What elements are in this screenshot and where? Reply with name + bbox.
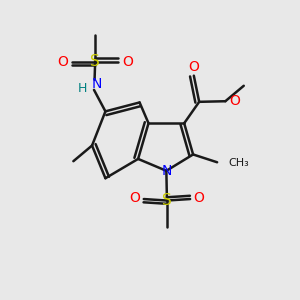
Text: S: S [90,54,100,69]
Text: O: O [194,191,205,206]
Text: N: N [91,77,101,92]
Text: O: O [58,55,68,69]
Text: H: H [78,82,87,95]
Text: O: O [129,191,140,206]
Text: O: O [122,55,133,69]
Text: CH₃: CH₃ [228,158,249,168]
Text: N: N [161,164,172,178]
Text: O: O [188,60,199,74]
Text: O: O [229,94,240,108]
Text: S: S [162,193,172,208]
